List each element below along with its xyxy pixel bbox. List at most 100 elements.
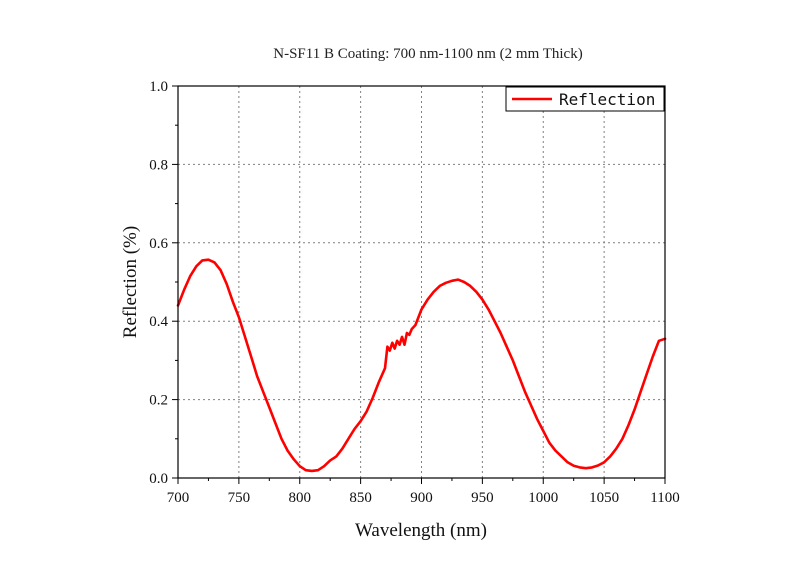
data-point <box>548 441 551 444</box>
data-point <box>384 367 386 370</box>
x-tick-label: 950 <box>471 490 494 506</box>
x-tick-label: 850 <box>349 490 372 506</box>
data-point <box>411 328 413 330</box>
data-point <box>201 259 204 262</box>
series-line-reflection <box>176 258 667 473</box>
series-layer <box>176 258 667 473</box>
data-point <box>451 280 453 282</box>
data-point <box>566 461 569 464</box>
data-point <box>225 283 228 285</box>
data-point <box>207 258 210 261</box>
data-point <box>536 418 538 421</box>
x-tick-label: 900 <box>410 490 433 506</box>
x-tick-label: 1050 <box>589 490 619 506</box>
x-axis-ticks: 700 750 800 850 900 950 1000 1050 1100 <box>167 478 680 506</box>
data-point <box>299 465 301 468</box>
data-point <box>292 458 295 461</box>
data-point <box>232 300 234 303</box>
data-point <box>439 285 441 287</box>
data-point <box>238 316 240 319</box>
x-tick-label: 1100 <box>650 490 679 506</box>
data-point <box>262 391 265 393</box>
data-point <box>329 459 332 462</box>
y-axis-ticks: 0.0 0.2 0.4 0.6 0.8 1.0 <box>149 79 178 487</box>
y-tick-label: 1.0 <box>149 79 168 95</box>
data-point <box>359 420 362 423</box>
data-point <box>213 261 216 264</box>
data-point <box>645 373 648 375</box>
data-point <box>393 347 396 350</box>
data-point <box>639 391 642 393</box>
y-tick-label: 0.8 <box>149 157 168 173</box>
data-point <box>518 375 520 377</box>
data-point <box>633 408 636 411</box>
data-point <box>469 285 472 287</box>
data-point <box>597 464 599 467</box>
data-point <box>463 281 465 283</box>
y-tick-label: 0.2 <box>149 393 168 409</box>
data-point <box>652 355 654 358</box>
y-tick-label: 0.4 <box>149 314 168 330</box>
data-point <box>658 340 660 342</box>
data-point <box>554 449 557 452</box>
data-point <box>195 265 198 268</box>
data-point <box>286 449 289 452</box>
data-point <box>274 422 277 424</box>
data-point <box>389 349 391 352</box>
data-point <box>579 466 581 469</box>
data-point <box>524 391 526 393</box>
data-point <box>403 343 406 346</box>
data-point <box>335 455 338 458</box>
data-point <box>323 465 325 468</box>
data-point <box>475 291 478 293</box>
data-point <box>311 470 313 472</box>
data-point <box>244 336 246 338</box>
data-point <box>183 289 185 291</box>
data-point <box>426 298 429 301</box>
data-point <box>493 320 496 323</box>
data-point <box>457 278 459 281</box>
data-point <box>481 298 484 301</box>
data-point <box>401 336 403 338</box>
data-point <box>268 406 271 409</box>
grid-lines <box>178 86 665 478</box>
data-point <box>372 396 374 399</box>
data-point <box>341 447 344 450</box>
data-point <box>512 359 514 362</box>
data-point <box>621 438 624 440</box>
data-point <box>615 447 618 450</box>
data-point <box>317 469 319 472</box>
data-point <box>386 345 389 348</box>
data-point <box>378 381 380 383</box>
data-point <box>365 410 368 413</box>
x-axis-label: Wavelength (nm) <box>355 520 487 541</box>
legend: Reflection <box>505 86 665 112</box>
data-point <box>250 355 252 358</box>
data-point <box>305 469 307 472</box>
data-point <box>591 466 593 469</box>
data-point <box>499 332 502 334</box>
data-point <box>347 438 350 440</box>
data-point <box>256 375 258 377</box>
data-point <box>420 308 423 311</box>
data-point <box>505 345 508 348</box>
x-tick-label: 1000 <box>528 490 558 506</box>
data-point <box>396 340 398 342</box>
data-point <box>280 438 283 440</box>
y-tick-label: 0.0 <box>149 471 168 487</box>
data-point <box>609 455 611 458</box>
y-axis-label: Reflection (%) <box>120 226 141 338</box>
x-tick-label: 700 <box>167 490 190 506</box>
legend-label: Reflection <box>559 90 655 109</box>
data-point <box>398 343 401 346</box>
data-point <box>445 282 447 284</box>
data-point <box>414 324 417 326</box>
data-point <box>530 404 532 407</box>
x-tick-label: 800 <box>289 490 312 506</box>
data-point <box>406 332 408 334</box>
data-point <box>487 308 490 311</box>
data-point <box>603 461 605 464</box>
data-point <box>391 342 394 344</box>
data-point <box>560 455 563 458</box>
